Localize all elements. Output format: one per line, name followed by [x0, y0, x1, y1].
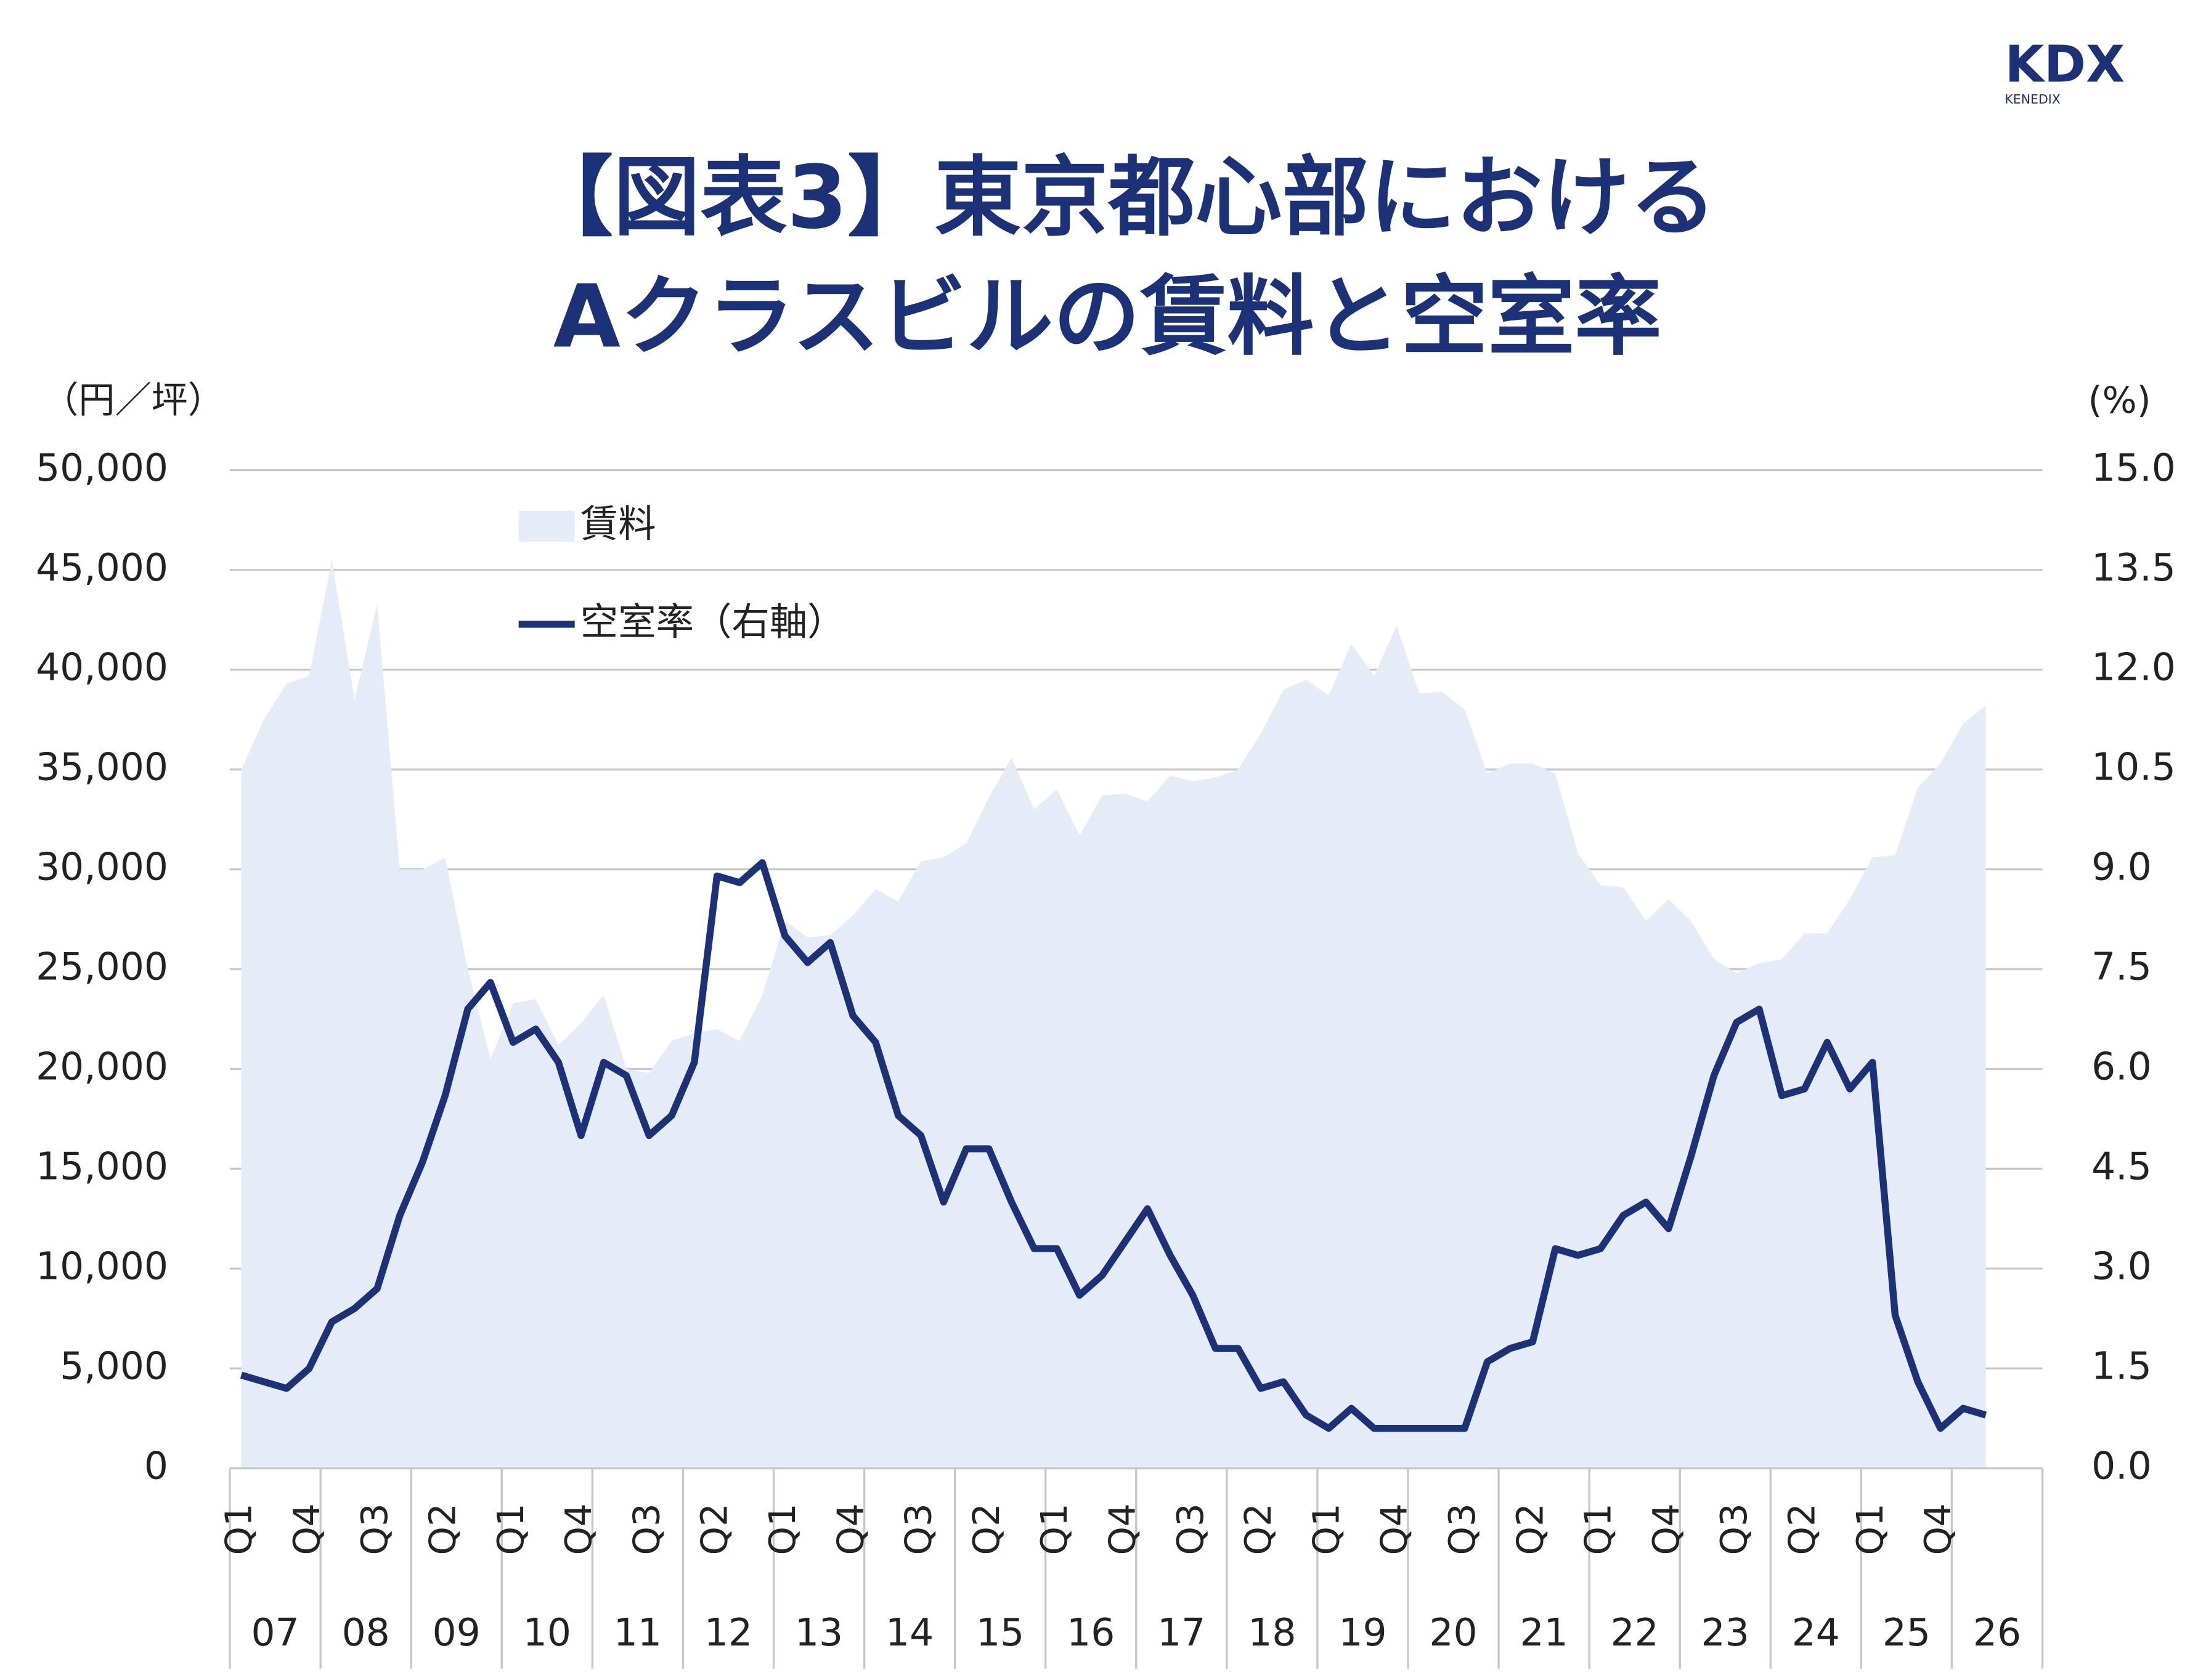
- x-tick-label: Q1: [489, 1503, 532, 1555]
- x-tick-label: Q2: [965, 1503, 1007, 1555]
- x-tick-label: Q2: [421, 1503, 463, 1555]
- x-tick-label: Q3: [897, 1503, 940, 1555]
- y-tick-label: 5,000: [60, 1345, 168, 1388]
- y2-tick-label: 12.0: [2091, 646, 2176, 690]
- legend-label: 賃料: [580, 502, 656, 546]
- x-tick-label: Q4: [1373, 1503, 1415, 1555]
- y2-tick-label: 3.0: [2091, 1245, 2152, 1289]
- y-axis-label: （円／坪）: [42, 379, 224, 422]
- year-label: 24: [1792, 1611, 1840, 1655]
- y-tick-label: 35,000: [36, 746, 168, 789]
- year-label: 21: [1520, 1611, 1568, 1655]
- year-label: 26: [1973, 1611, 2021, 1655]
- y2-tick-label: 10.5: [2091, 746, 2176, 789]
- x-tick-label: Q2: [693, 1503, 736, 1555]
- x-tick-label: Q3: [625, 1503, 667, 1555]
- x-tick-label: Q3: [1169, 1503, 1211, 1555]
- x-tick-label: Q1: [761, 1503, 804, 1555]
- y-tick-label: 20,000: [36, 1045, 168, 1089]
- x-tick-label: Q2: [1237, 1503, 1279, 1555]
- y2-axis-label: (%): [2088, 379, 2151, 422]
- y2-tick-label: 13.5: [2091, 546, 2176, 590]
- year-label: 13: [795, 1611, 843, 1655]
- x-tick-label: Q2: [1781, 1503, 1823, 1555]
- year-label: 15: [976, 1611, 1024, 1655]
- y2-tick-label: 7.5: [2091, 945, 2152, 989]
- legend-swatch: [518, 510, 575, 542]
- year-label: 12: [704, 1611, 752, 1655]
- year-label: 19: [1338, 1611, 1386, 1655]
- x-tick-label: Q4: [1101, 1503, 1144, 1555]
- year-label: 11: [614, 1611, 662, 1655]
- year-label: 20: [1429, 1611, 1477, 1655]
- y2-tick-label: 4.5: [2091, 1145, 2152, 1189]
- year-label: 22: [1611, 1611, 1659, 1655]
- x-tick-label: Q1: [218, 1503, 260, 1555]
- y2-tick-label: 15.0: [2091, 446, 2176, 490]
- year-label: 25: [1883, 1611, 1931, 1655]
- x-tick-label: Q2: [1508, 1503, 1551, 1555]
- y-tick-label: 25,000: [36, 945, 168, 989]
- year-label: 16: [1067, 1611, 1115, 1655]
- year-label: 17: [1157, 1611, 1205, 1655]
- x-tick-label: Q1: [1033, 1503, 1075, 1555]
- x-tick-label: Q1: [1849, 1503, 1891, 1555]
- x-tick-label: Q4: [557, 1503, 600, 1555]
- legend-label: 空室率（右軸）: [580, 600, 845, 644]
- y2-tick-label: 9.0: [2091, 846, 2152, 889]
- year-label: 18: [1248, 1611, 1296, 1655]
- x-tick-label: Q3: [353, 1503, 396, 1555]
- logo-sub: KENEDIX: [2005, 92, 2060, 107]
- chart-title: Aクラスビルの賃料と空室率: [553, 266, 1662, 367]
- year-label: 08: [342, 1611, 390, 1655]
- year-label: 23: [1701, 1611, 1749, 1655]
- x-tick-label: Q1: [1305, 1503, 1347, 1555]
- vacancy-line: [240, 859, 1987, 1432]
- year-label: 10: [523, 1611, 571, 1655]
- y-tick-label: 15,000: [36, 1145, 168, 1189]
- y-tick-label: 30,000: [36, 846, 168, 889]
- y-tick-label: 0: [144, 1444, 168, 1488]
- y-tick-label: 10,000: [36, 1245, 168, 1289]
- year-label: 07: [251, 1611, 299, 1655]
- x-tick-label: Q3: [1441, 1503, 1483, 1555]
- logo: KDX: [2005, 35, 2125, 94]
- year-label: 09: [433, 1611, 481, 1655]
- y-tick-label: 45,000: [36, 546, 168, 590]
- rent-area: [241, 560, 1986, 1469]
- x-tick-label: Q3: [1712, 1503, 1755, 1555]
- y-tick-label: 40,000: [36, 646, 168, 690]
- y2-tick-label: 1.5: [2091, 1345, 2152, 1388]
- x-tick-label: Q4: [829, 1503, 871, 1555]
- y-tick-label: 50,000: [36, 446, 168, 490]
- chart-title: 【図表3】東京都心部における: [526, 147, 1717, 248]
- y2-tick-label: 6.0: [2091, 1045, 2152, 1089]
- y2-tick-label: 0.0: [2091, 1444, 2152, 1488]
- x-tick-label: Q4: [285, 1503, 328, 1555]
- x-tick-label: Q4: [1645, 1503, 1687, 1555]
- x-tick-label: Q4: [1916, 1503, 1959, 1555]
- year-label: 14: [885, 1611, 934, 1655]
- x-tick-label: Q1: [1577, 1503, 1619, 1555]
